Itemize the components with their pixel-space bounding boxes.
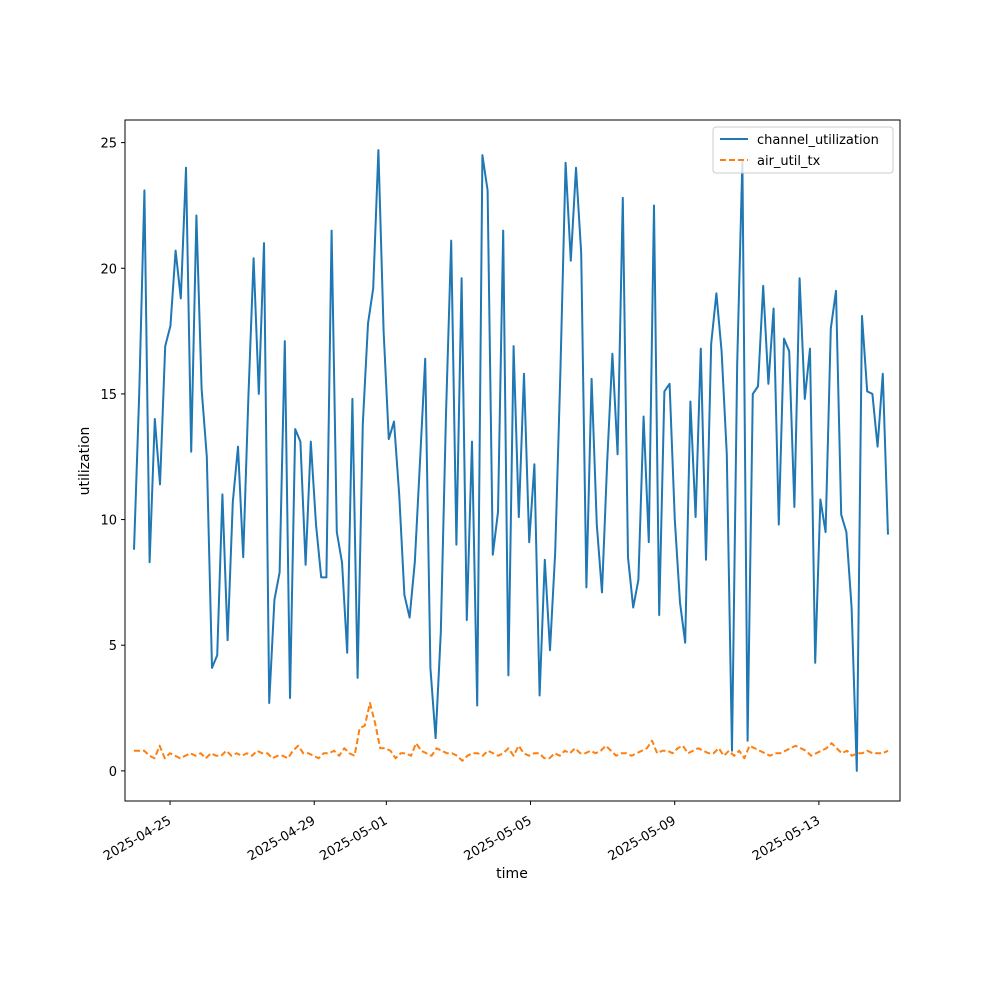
legend-label-air-util-tx: air_util_tx [757,154,821,169]
y-axis-label: utilization [77,427,93,496]
plot-area-frame [124,119,901,802]
x-axis-label: time [496,866,528,882]
y-axis: 0 5 10 15 20 25 [100,137,125,780]
y-tick-label: 15 [100,388,117,403]
series-layer [133,149,889,772]
series-line-air-util-tx [134,702,889,762]
legend-label-channel-utilization: channel_utilization [757,133,879,148]
legend: channel_utilization air_util_tx [712,126,894,174]
legend-box [712,126,894,174]
y-tick-label: 5 [109,639,117,654]
y-tick-label: 0 [109,765,117,780]
series-line-channel-utilization [133,149,889,772]
y-tick-label: 10 [100,514,117,529]
y-tick-label: 20 [100,262,117,277]
y-tick-label: 25 [100,137,117,152]
